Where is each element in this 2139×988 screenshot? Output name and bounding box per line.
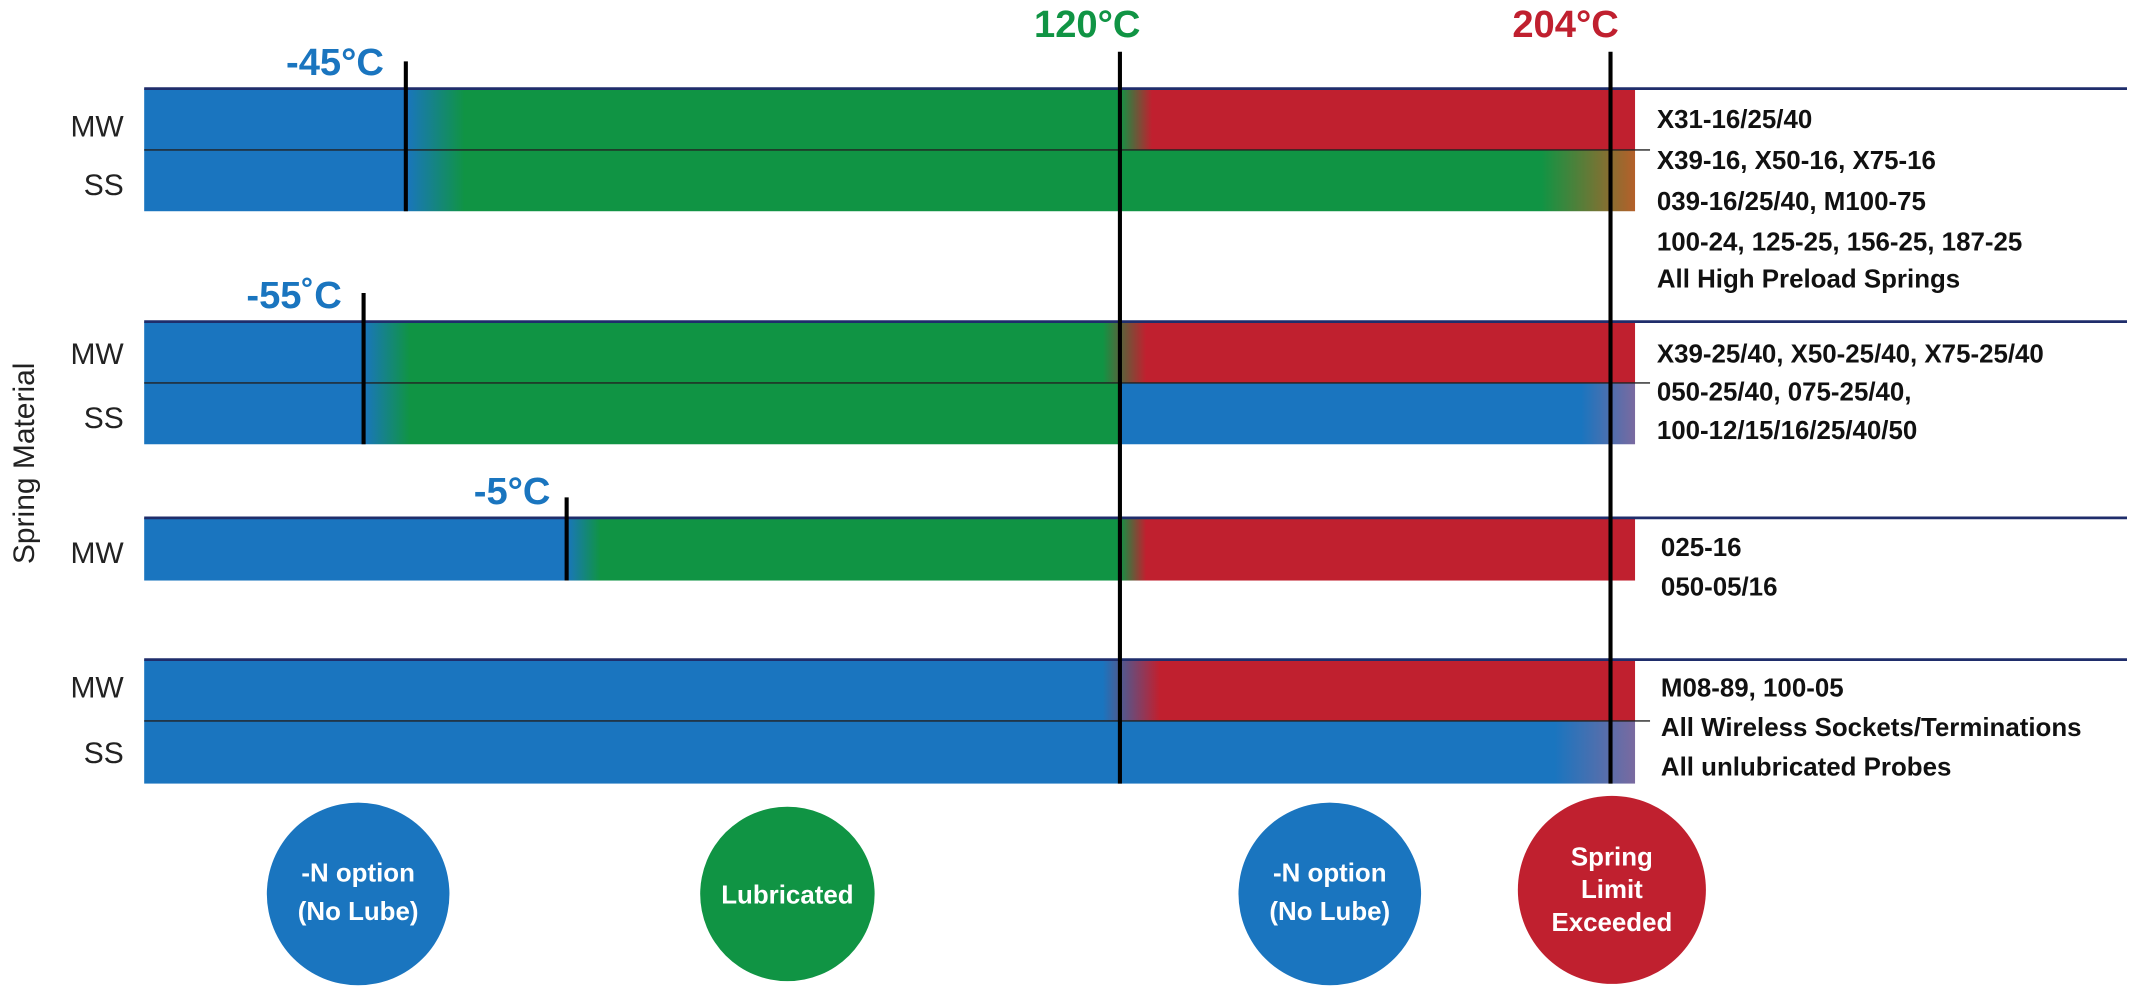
- legend-text: -N option: [301, 860, 415, 888]
- legend-circle: [266, 802, 450, 986]
- row-label: MW: [70, 338, 124, 371]
- bar-row: [144, 88, 1636, 150]
- row-label: SS: [84, 737, 124, 770]
- part-text: All High Preload Springs: [1657, 266, 1960, 294]
- legend-text: -N option: [1273, 860, 1387, 888]
- legend-circle: [1517, 795, 1706, 984]
- row-label: SS: [84, 169, 124, 202]
- part-text: 039-16/25/40, M100-75: [1657, 188, 1926, 216]
- legend-text: (No Lube): [298, 898, 419, 926]
- part-text: 100-24, 125-25, 156-25, 187-25: [1657, 229, 2022, 257]
- bar-row: [144, 382, 1636, 445]
- bar-row: [144, 659, 1636, 721]
- part-text: M08-89, 100-05: [1661, 674, 1844, 702]
- bar-row: [144, 321, 1636, 383]
- legend-circle: [1238, 802, 1422, 986]
- row-label: MW: [70, 537, 124, 570]
- part-text: All Wireless Sockets/Terminations: [1661, 714, 2082, 742]
- legend-text: Lubricated: [721, 882, 853, 910]
- legend-text: Limit: [1581, 876, 1643, 904]
- axis-label: Spring Material: [8, 363, 41, 565]
- part-text: 100-12/15/16/25/40/50: [1657, 417, 1917, 445]
- legend-text: (No Lube): [1269, 898, 1390, 926]
- temp-label: 204°C: [1512, 3, 1618, 46]
- legend-text: Spring: [1571, 843, 1653, 871]
- part-text: 050-05/16: [1661, 574, 1778, 602]
- part-text: X39-16, X50-16, X75-16: [1657, 147, 1936, 175]
- low-label: -5°C: [474, 470, 551, 513]
- row-label: SS: [84, 402, 124, 435]
- part-text: 050-25/40, 075-25/40,: [1657, 379, 1912, 407]
- bar-row: [144, 517, 1636, 581]
- low-label: -55˚C: [246, 274, 341, 317]
- part-text: All unlubricated Probes: [1661, 753, 1951, 781]
- temp-label: 120°C: [1034, 3, 1140, 46]
- row-label: MW: [70, 110, 124, 143]
- bar-row: [144, 720, 1636, 784]
- legend-circle: [700, 806, 875, 982]
- part-text: X31-16/25/40: [1657, 106, 1812, 134]
- legend-text: Exceeded: [1551, 909, 1672, 937]
- part-text: X39-25/40, X50-25/40, X75-25/40: [1657, 340, 2044, 368]
- row-label: MW: [70, 672, 124, 705]
- bar-row: [144, 149, 1636, 212]
- low-label: -45°C: [286, 41, 384, 84]
- part-text: 025-16: [1661, 534, 1742, 562]
